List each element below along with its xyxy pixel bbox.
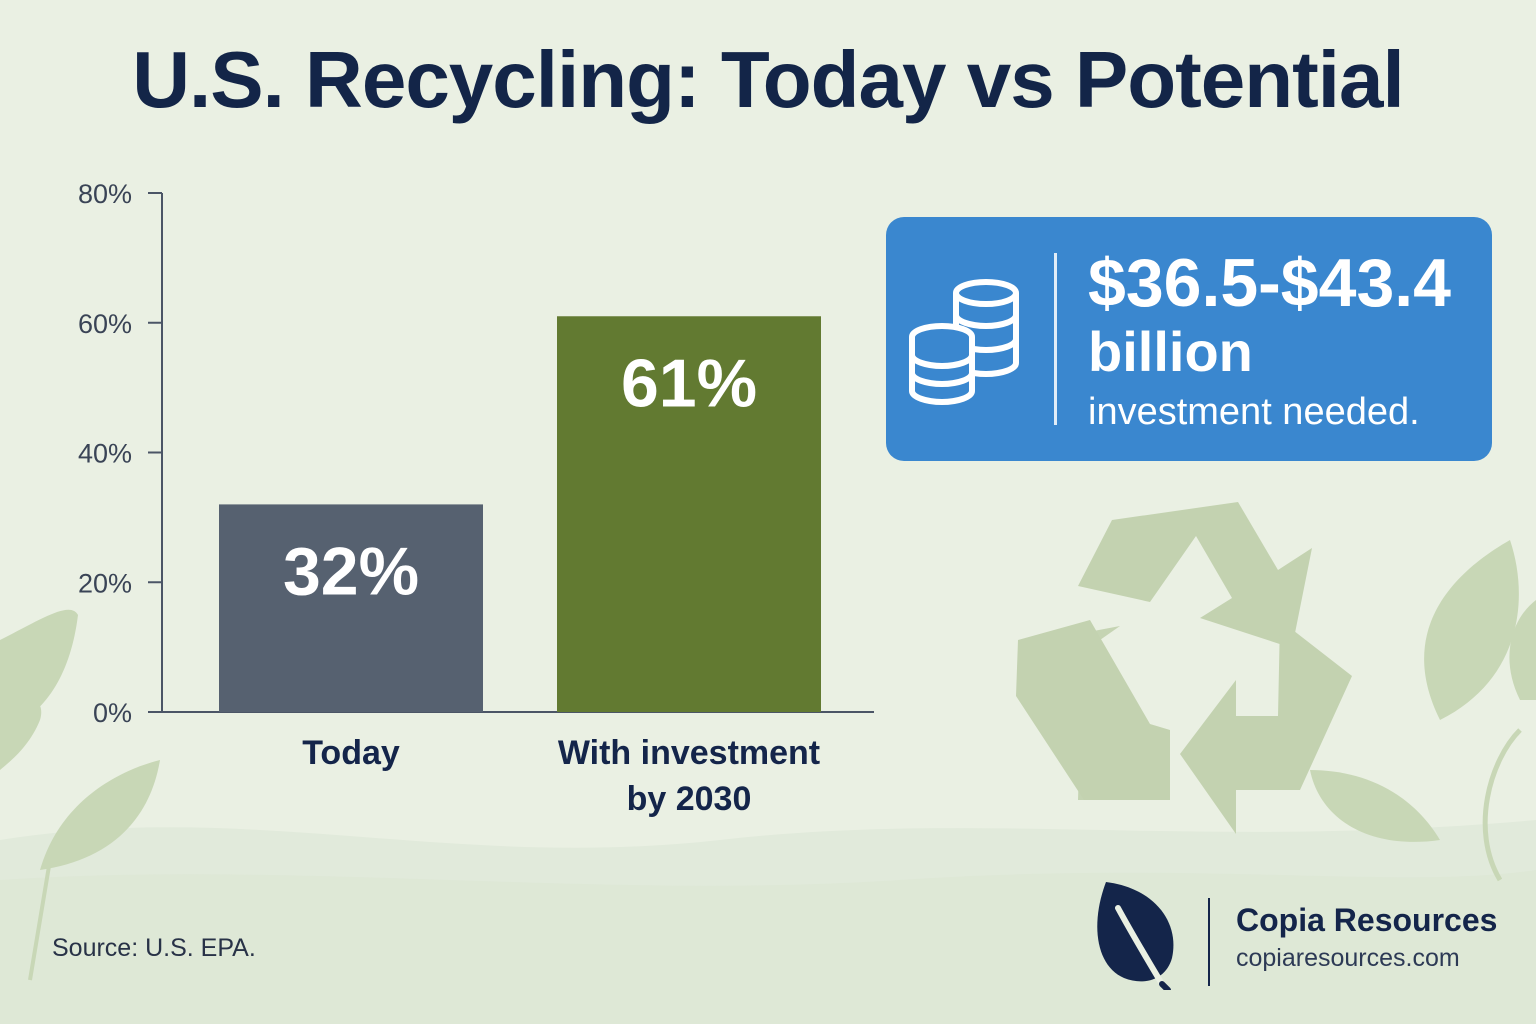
- y-tick-label: 40%: [78, 439, 132, 469]
- y-tick-label: 0%: [93, 698, 132, 728]
- page-title: U.S. Recycling: Today vs Potential: [132, 35, 1405, 124]
- bar: [219, 504, 483, 712]
- leaf-icon: [1097, 882, 1174, 990]
- x-tick-label: With investment: [558, 734, 820, 772]
- bars: 32% 61%: [219, 316, 821, 712]
- investment-unit: billion: [1088, 320, 1253, 383]
- bar-value-label: 61%: [621, 345, 757, 421]
- leaf-right-decoration: [1310, 540, 1536, 882]
- x-tick-label: Today: [302, 734, 400, 772]
- coins-icon: [909, 279, 1019, 406]
- investment-description: investment needed.: [1088, 391, 1420, 433]
- x-axis-labels: Today With investment by 2030: [302, 734, 820, 818]
- y-axis: 0% 20% 40% 60% 80%: [78, 179, 874, 728]
- investment-amount: $36.5-$43.4: [1088, 245, 1451, 321]
- source-note: Source: U.S. EPA.: [52, 934, 256, 962]
- investment-callout: $36.5-$43.4 billion investment needed.: [886, 217, 1492, 461]
- y-tick-label: 20%: [78, 568, 132, 598]
- y-tick-label: 80%: [78, 179, 132, 209]
- callout-divider: [1054, 253, 1057, 425]
- brand-separator: [1208, 898, 1210, 986]
- bar-chart: 0% 20% 40% 60% 80% 32% 61% Today With investme…: [78, 179, 874, 818]
- y-tick-label: 60%: [78, 309, 132, 339]
- leaf-left-decoration: [0, 609, 160, 981]
- recycle-icon: [1016, 502, 1352, 834]
- bar-value-label: 32%: [283, 533, 419, 609]
- brand-name: Copia Resources: [1236, 902, 1498, 938]
- x-tick-label: by 2030: [627, 780, 752, 818]
- bar: [557, 316, 821, 712]
- brand-url: copiaresources.com: [1236, 944, 1460, 972]
